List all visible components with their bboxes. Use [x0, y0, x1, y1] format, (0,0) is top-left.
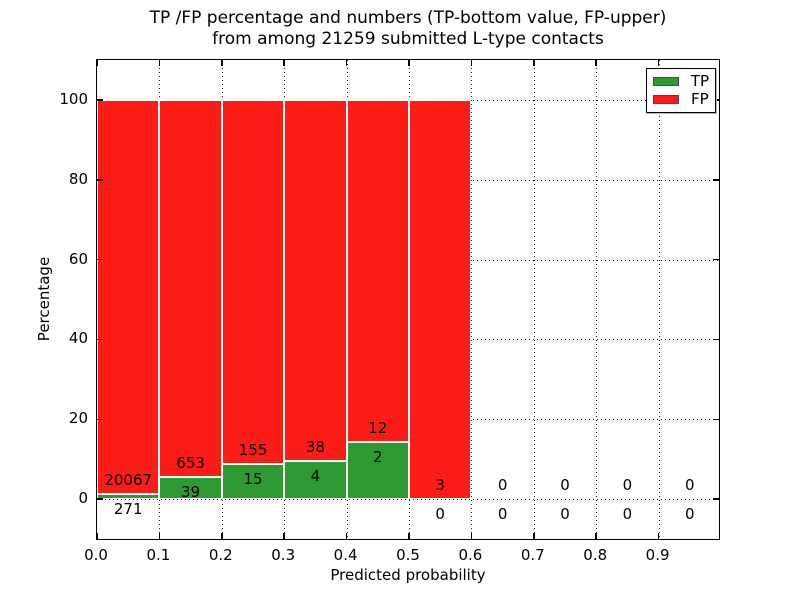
tp-count-label: 39 [181, 482, 201, 501]
tp-count-label: 2 [373, 448, 383, 467]
y-tick-label-60: 60 [68, 249, 88, 268]
tick-top-0.1 [158, 60, 161, 66]
chart-title: TP /FP percentage and numbers (TP-bottom… [96, 8, 720, 50]
tick-top-0.3 [283, 60, 285, 66]
tick-bottom-0.4 [345, 533, 348, 539]
tick-bottom-0.9 [657, 533, 660, 539]
bar-tp-segment [284, 461, 347, 500]
x-tick-label-0.2: 0.2 [208, 546, 233, 564]
fp-count-label: 38 [305, 438, 325, 457]
x-tick-label-0.8: 0.8 [583, 546, 608, 564]
tick-left-60 [97, 258, 103, 261]
x-tick-label-0.3: 0.3 [271, 546, 296, 564]
bar-fp-segment [284, 99, 347, 462]
tick-top-0.5 [408, 60, 410, 66]
chart-title-line1: TP /FP percentage and numbers (TP-bottom… [149, 8, 667, 28]
y-tick-label-80: 80 [68, 169, 88, 188]
tick-top-0 [96, 60, 98, 66]
x-tick-label-0.6: 0.6 [458, 546, 483, 564]
tp-count-label: 0 [685, 505, 695, 524]
tick-right-0 [713, 498, 719, 500]
gridline-y-0 [97, 499, 719, 501]
fp-count-label: 0 [622, 476, 633, 495]
tick-top-0.9 [657, 60, 660, 66]
tick-left-100 [97, 99, 103, 101]
tp-count-label: 271 [113, 499, 143, 518]
tp-count-label: 0 [435, 505, 445, 524]
tp-count-label: 0 [497, 505, 508, 524]
tick-bottom-0.3 [283, 533, 285, 539]
x-tick-label-0.9: 0.9 [645, 546, 670, 564]
x-tick-label-0.1: 0.1 [146, 546, 171, 564]
bar-tp-segment [346, 442, 409, 500]
legend-entry-fp: FP [653, 92, 709, 107]
y-tick-label-100: 100 [59, 89, 88, 108]
tick-left-40 [97, 338, 103, 341]
bar-fp-segment [159, 99, 222, 477]
plot-area: 20067 271 653 39 155 15 38 4 12 2 3 0 0 0 0 0 0 0 0 0 [96, 59, 720, 540]
fp-count-label: 12 [368, 419, 388, 438]
fp-count-label: 0 [560, 476, 570, 495]
fp-count-label: 0 [685, 476, 695, 495]
gridline-x-0.9 [658, 60, 660, 539]
y-tick-label-0: 0 [78, 489, 88, 508]
legend-label-fp: FP [691, 90, 709, 109]
y-axis-label: Percentage [35, 256, 53, 342]
bar-fp-segment [346, 99, 409, 442]
tick-bottom-0.8 [595, 533, 597, 539]
tick-bottom-0.1 [158, 533, 161, 539]
gridline-x-0.6 [471, 60, 473, 539]
y-tick-label-20: 20 [68, 409, 88, 428]
x-axis-label: Predicted probability [330, 566, 486, 584]
gridline-x-0.7 [533, 60, 535, 539]
bar-tp-segment [159, 476, 222, 500]
tick-left-0 [97, 498, 103, 500]
tick-right-20 [713, 418, 719, 421]
chart-title-line2: from among 21259 submitted L-type contac… [212, 29, 604, 49]
legend-entry-tp: TP [653, 71, 709, 90]
tp-legend-swatch [653, 76, 679, 86]
bar-tp-segment [221, 463, 285, 500]
legend-label-tp: TP [690, 71, 709, 90]
bar-fp-segment [409, 99, 472, 500]
tick-top-0.2 [221, 60, 223, 66]
bar-fp-segment [221, 99, 285, 464]
fp-legend-swatch [653, 95, 679, 105]
tick-bottom-0.2 [221, 533, 223, 539]
tp-count-label: 15 [243, 469, 263, 488]
tick-top-0.8 [595, 60, 597, 66]
tick-top-0.4 [345, 60, 348, 66]
fp-count-label: 0 [497, 476, 508, 495]
bar-fp-segment [97, 99, 160, 494]
tick-bottom-0.7 [533, 533, 535, 539]
fp-count-label: 3 [435, 476, 445, 495]
tick-right-100 [713, 99, 719, 101]
tick-bottom-0 [96, 533, 98, 539]
fp-count-label: 20067 [104, 470, 153, 489]
tp-count-label: 0 [560, 505, 570, 524]
fp-count-label: 653 [176, 453, 205, 472]
y-tick-label-40: 40 [68, 329, 88, 348]
tick-left-80 [97, 179, 103, 181]
fp-count-label: 155 [238, 440, 268, 459]
tick-bottom-0.5 [408, 533, 410, 539]
tick-top-0.6 [470, 60, 473, 66]
tick-right-80 [713, 179, 719, 181]
tick-top-0.7 [533, 60, 535, 66]
tp-count-label: 0 [622, 505, 633, 524]
legend: TP FP [646, 68, 716, 113]
bar-tp-segment [97, 493, 160, 500]
x-tick-label-0.4: 0.4 [333, 546, 358, 564]
x-tick-label-0.0: 0.0 [84, 546, 108, 564]
tick-bottom-0.6 [470, 533, 473, 539]
x-tick-label-0.5: 0.5 [396, 546, 420, 564]
x-tick-label-0.7: 0.7 [520, 546, 545, 564]
tick-right-40 [713, 338, 719, 341]
tick-left-20 [97, 418, 103, 421]
tp-count-label: 4 [310, 467, 321, 486]
tick-right-60 [713, 258, 719, 261]
gridline-x-0.8 [596, 60, 598, 539]
